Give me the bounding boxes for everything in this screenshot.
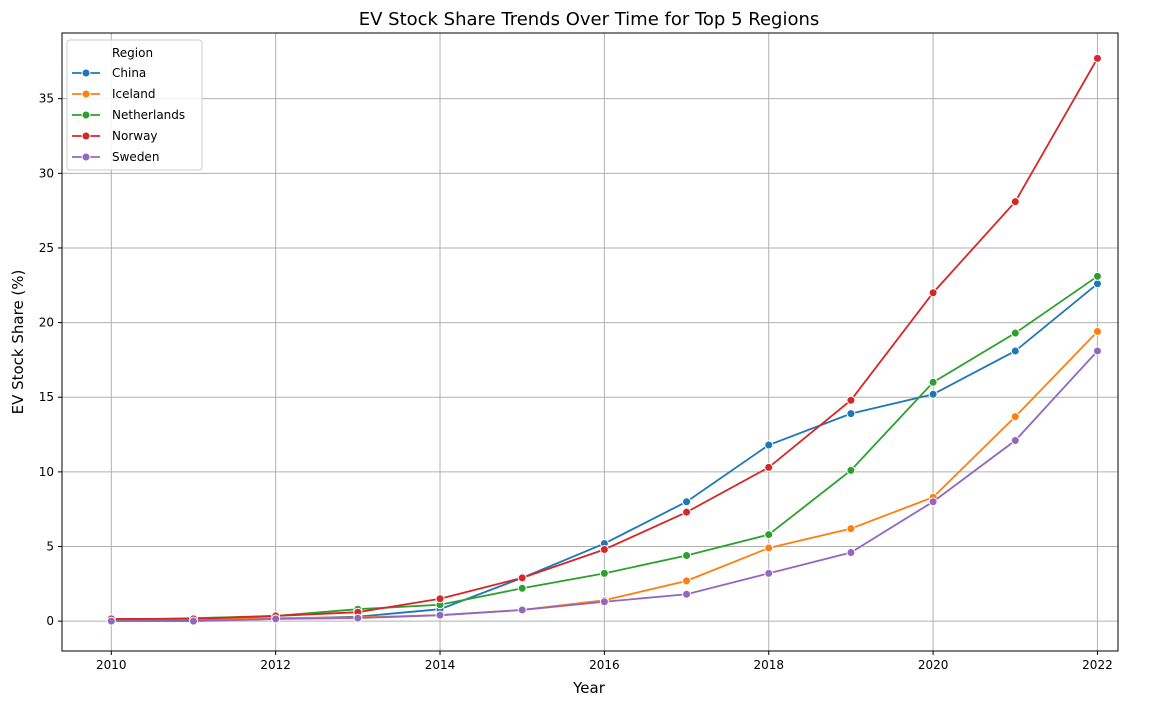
data-point-norway <box>846 395 856 405</box>
legend-title: Region <box>112 46 153 60</box>
data-point-netherlands <box>517 583 527 593</box>
data-point-norway <box>599 544 609 554</box>
y-tick-label: 5 <box>46 540 54 554</box>
x-tick-label: 2022 <box>1082 658 1113 672</box>
data-point-china <box>1010 346 1020 356</box>
data-point-norway <box>1092 53 1102 63</box>
legend-label-iceland: Iceland <box>112 87 155 101</box>
data-point-norway <box>682 507 692 517</box>
legend-label-sweden: Sweden <box>112 150 159 164</box>
x-tick-label: 2018 <box>753 658 784 672</box>
data-point-sweden <box>764 568 774 578</box>
data-point-netherlands <box>928 377 938 387</box>
data-point-china <box>846 409 856 419</box>
data-point-norway <box>435 594 445 604</box>
x-tick-label: 2010 <box>96 658 127 672</box>
legend-box <box>66 39 203 171</box>
data-point-netherlands <box>599 568 609 578</box>
data-point-china <box>928 389 938 399</box>
data-point-sweden <box>1010 436 1020 446</box>
data-point-sweden <box>599 597 609 607</box>
data-point-sweden <box>517 605 527 615</box>
legend-marker-iceland <box>81 89 91 99</box>
data-point-sweden <box>435 610 445 620</box>
data-point-norway <box>1010 197 1020 207</box>
y-tick-label: 15 <box>39 390 54 404</box>
data-point-sweden <box>682 589 692 599</box>
legend-label-china: China <box>112 66 146 80</box>
data-point-sweden <box>106 616 116 626</box>
data-point-norway <box>764 462 774 472</box>
legend-marker-china <box>81 68 91 78</box>
x-tick-label: 2014 <box>425 658 456 672</box>
data-point-netherlands <box>764 530 774 540</box>
chart-title: EV Stock Share Trends Over Time for Top … <box>359 9 820 30</box>
data-point-sweden <box>271 614 281 624</box>
data-point-iceland <box>1092 327 1102 337</box>
y-tick-label: 20 <box>39 316 54 330</box>
data-point-netherlands <box>682 550 692 560</box>
data-point-iceland <box>682 576 692 586</box>
data-point-netherlands <box>1092 271 1102 281</box>
data-point-china <box>682 497 692 507</box>
data-point-sweden <box>353 613 363 623</box>
x-tick-label: 2012 <box>260 658 291 672</box>
y-tick-label: 0 <box>46 614 54 628</box>
data-point-sweden <box>188 616 198 626</box>
x-tick-label: 2016 <box>589 658 620 672</box>
y-tick-label: 25 <box>39 241 54 255</box>
data-point-china <box>764 440 774 450</box>
legend-marker-norway <box>81 131 91 141</box>
legend-marker-sweden <box>81 152 91 162</box>
data-point-sweden <box>928 497 938 507</box>
legend-marker-netherlands <box>81 110 91 120</box>
data-point-netherlands <box>846 465 856 475</box>
legend-label-norway: Norway <box>112 129 158 143</box>
data-point-iceland <box>846 524 856 534</box>
data-point-iceland <box>764 543 774 553</box>
y-tick-label: 35 <box>39 92 54 106</box>
data-point-norway <box>928 288 938 298</box>
data-point-china <box>1092 279 1102 289</box>
data-point-iceland <box>1010 412 1020 422</box>
data-point-sweden <box>1092 346 1102 356</box>
data-point-sweden <box>846 547 856 557</box>
data-point-netherlands <box>1010 328 1020 338</box>
legend-label-netherlands: Netherlands <box>112 108 185 122</box>
y-tick-label: 30 <box>39 166 54 180</box>
data-point-norway <box>517 573 527 583</box>
x-axis-label: Year <box>572 679 606 697</box>
y-tick-label: 10 <box>39 465 54 479</box>
plot-frame <box>61 32 1119 652</box>
y-axis-label: EV Stock Share (%) <box>9 270 27 415</box>
x-tick-label: 2020 <box>918 658 949 672</box>
